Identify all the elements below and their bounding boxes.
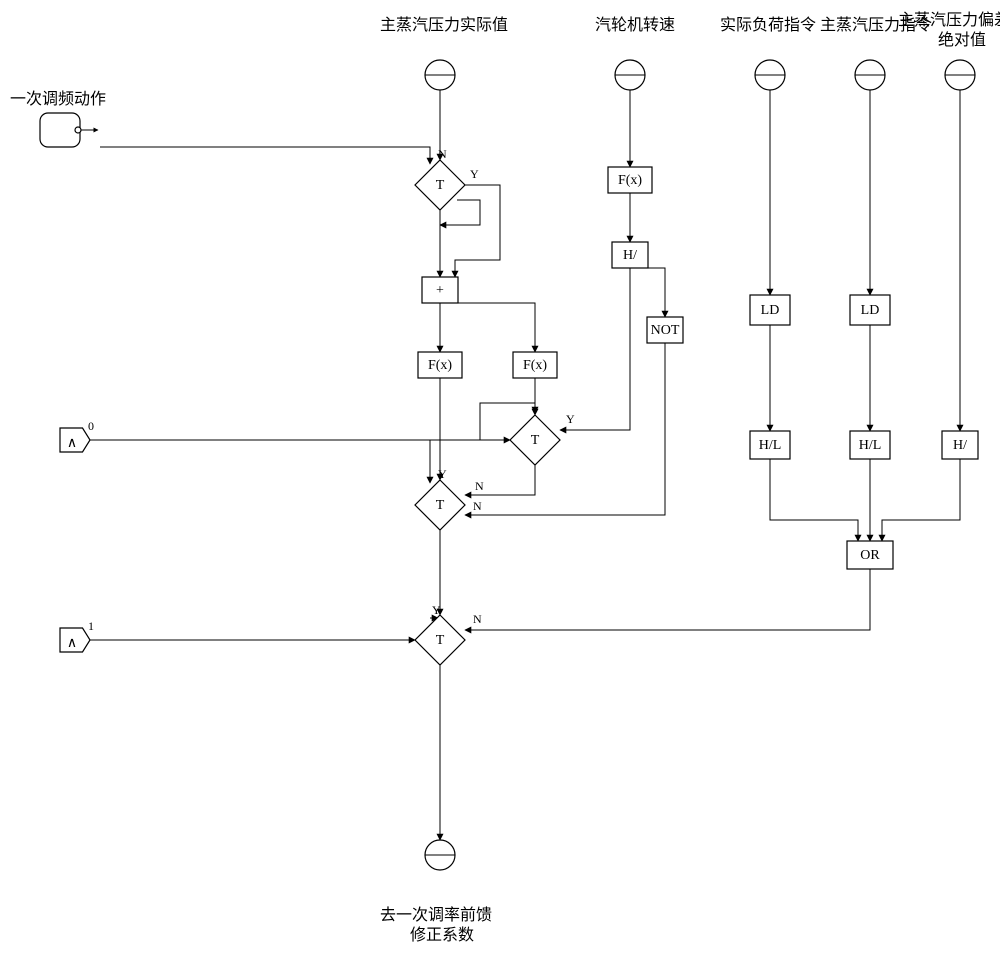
block-plus: + [422,277,458,303]
switch-T2: T [510,415,560,465]
block-Fx_right: F(x) [513,352,557,378]
const-const0: ∧ [60,428,90,452]
switch-T4: T [415,615,465,665]
wire [560,268,630,430]
svg-text:N: N [438,147,447,161]
wire [882,459,960,541]
block-Fx_speed: F(x) [608,167,652,193]
switch-T1: T [415,160,465,210]
wire [640,268,665,317]
label-load-cmd: 实际负荷指令 [720,16,816,34]
label-turbine-speed: 汽轮机转速 [595,16,675,34]
wire [455,185,500,277]
svg-text:NOT: NOT [651,323,680,338]
svg-text:H/: H/ [623,248,637,263]
label-output-2: 修正系数 [410,926,474,944]
svg-text:H/L: H/L [759,438,782,453]
label-steam-actual: 主蒸汽压力实际值 [380,16,508,34]
input-input_steam_actual [425,60,455,90]
svg-text:F(x): F(x) [618,173,642,188]
input-input_load_cmd [755,60,785,90]
switch-T3: T [415,480,465,530]
input-input_steam_dev [945,60,975,90]
block-Fx_left: F(x) [418,352,462,378]
wire [465,343,665,515]
label-steam-dev-1: 主蒸汽压力偏差 [898,11,1000,29]
label-output-1: 去一次调率前馈 [380,906,492,924]
nodes-group: ∧ ∧ T + F(x) F(x) T T T F(x) H/NOT LD LD H/L H/L H/OR [40,60,978,870]
block-H3: H/ [942,431,978,459]
label-freq-action: 一次调频动作 [10,90,106,108]
wires-group: NYNYYNNY [90,90,960,840]
label-const1: 1 [88,619,94,633]
flowchart-diagram: 一次调频动作 主蒸汽压力实际值 汽轮机转速 实际负荷指令 主蒸汽压力指令 主蒸汽… [0,0,1000,969]
svg-text:LD: LD [861,303,880,318]
block-H_speed: H/ [612,242,648,268]
svg-text:T: T [436,633,445,648]
block-LD2: LD [850,295,890,325]
label-steam-dev-2: 绝对值 [938,31,986,49]
svg-text:T: T [531,433,540,448]
wire [465,569,870,630]
svg-text:F(x): F(x) [523,358,547,373]
svg-text:∧: ∧ [67,636,77,651]
svg-text:Y: Y [566,412,575,426]
svg-text:T: T [436,498,445,513]
svg-text:N: N [473,499,482,513]
svg-text:∧: ∧ [67,436,77,451]
input-input_turbine_speed [615,60,645,90]
svg-text:N: N [475,479,484,493]
svg-text:OR: OR [860,548,880,563]
svg-text:N: N [473,612,482,626]
svg-text:Y: Y [438,467,447,481]
source-input_freq_action [40,113,98,147]
const-const1: ∧ [60,628,90,652]
label-const0: 0 [88,419,94,433]
block-OR: OR [847,541,893,569]
svg-text:F(x): F(x) [428,358,452,373]
svg-text:+: + [436,283,444,298]
wire [455,303,535,352]
svg-text:H/L: H/L [859,438,882,453]
svg-text:H/: H/ [953,438,967,453]
svg-text:LD: LD [761,303,780,318]
block-LD1: LD [750,295,790,325]
svg-text:T: T [436,178,445,193]
output-output [425,840,455,870]
input-input_steam_cmd [855,60,885,90]
block-NOT: NOT [647,317,683,343]
wire [770,459,858,541]
block-HL1: H/L [750,431,790,459]
svg-text:Y: Y [470,167,479,181]
block-HL2: H/L [850,431,890,459]
wire [100,147,430,164]
